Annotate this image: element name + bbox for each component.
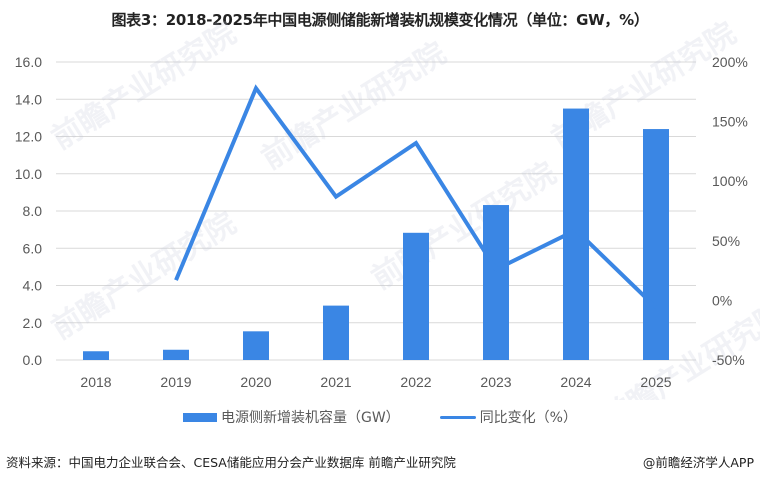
bar-swatch-icon xyxy=(182,412,217,422)
x-tick: 2022 xyxy=(400,374,431,390)
x-tick: 2025 xyxy=(640,374,671,390)
y-axis-left: 0.0 2.0 4.0 6.0 8.0 10.0 12.0 14.0 16.0 xyxy=(15,54,42,368)
bar-2022[interactable] xyxy=(403,232,429,360)
line-swatch-icon xyxy=(439,415,476,419)
bar-2020[interactable] xyxy=(243,331,269,360)
y-right-tick: 50% xyxy=(712,233,740,249)
y-right-tick: 0% xyxy=(712,292,732,308)
x-tick: 2024 xyxy=(560,374,591,390)
bar-2025[interactable] xyxy=(643,129,669,360)
watermark-text: 前瞻产业研究院 xyxy=(46,206,243,347)
y-right-tick: 100% xyxy=(712,173,748,189)
legend-item-line[interactable]: 同比变化（%） xyxy=(439,407,577,427)
chart-plot: 前瞻产业研究院前瞻产业研究院前瞻产业研究院前瞻产业研究院前瞻产业研究院前瞻产业研… xyxy=(15,16,760,400)
legend: 电源侧新增装机容量（GW） 同比变化（%） xyxy=(0,407,760,427)
y-left-tick: 8.0 xyxy=(23,203,43,219)
y-left-tick: 16.0 xyxy=(15,54,42,70)
y-left-tick: 4.0 xyxy=(23,278,43,294)
watermark-text: 前瞻产业研究院 xyxy=(596,296,760,400)
x-tick: 2020 xyxy=(240,374,271,390)
x-axis: 2018 2019 2020 2021 2022 2023 2024 2025 xyxy=(80,374,671,390)
x-tick: 2018 xyxy=(80,374,111,390)
legend-line-label: 同比变化（%） xyxy=(479,410,577,426)
y-axis-right: -50% 0% 50% 100% 150% 200% xyxy=(712,54,748,368)
gridlines xyxy=(56,61,696,361)
y-left-tick: 10.0 xyxy=(15,166,42,182)
watermark-text: 前瞻产业研究院 xyxy=(366,156,563,297)
y-right-tick: 200% xyxy=(712,54,748,70)
credit-note: @前瞻经济学人APP xyxy=(642,455,754,470)
bar-2018[interactable] xyxy=(83,351,109,360)
x-tick: 2023 xyxy=(480,374,511,390)
y-left-tick: 0.0 xyxy=(23,352,43,368)
bar-2021[interactable] xyxy=(323,305,349,360)
y-left-tick: 14.0 xyxy=(15,91,42,107)
footer: 资料来源：中国电力企业联合会、CESA储能应用分会产业数据库 前瞻产业研究院 @… xyxy=(6,452,754,471)
source-note: 资料来源：中国电力企业联合会、CESA储能应用分会产业数据库 前瞻产业研究院 xyxy=(6,455,456,470)
x-tick: 2019 xyxy=(160,374,191,390)
watermark-text: 前瞻产业研究院 xyxy=(46,16,243,157)
x-tick: 2021 xyxy=(320,374,351,390)
bar-2023[interactable] xyxy=(483,205,509,360)
y-right-tick: -50% xyxy=(712,352,745,368)
chart-title: 图表3：2018-2025年中国电源侧储能新增装机规模变化情况（单位：GW，%） xyxy=(111,11,649,29)
legend-bar-label: 电源侧新增装机容量（GW） xyxy=(220,410,400,426)
legend-item-bar[interactable]: 电源侧新增装机容量（GW） xyxy=(182,407,400,427)
y-left-tick: 6.0 xyxy=(23,240,43,256)
bar-2019[interactable] xyxy=(163,349,189,360)
bar-series xyxy=(83,108,669,360)
y-right-tick: 150% xyxy=(712,114,748,130)
line-series xyxy=(174,84,658,309)
y-left-tick: 2.0 xyxy=(23,315,43,331)
y-left-tick: 12.0 xyxy=(15,129,42,145)
